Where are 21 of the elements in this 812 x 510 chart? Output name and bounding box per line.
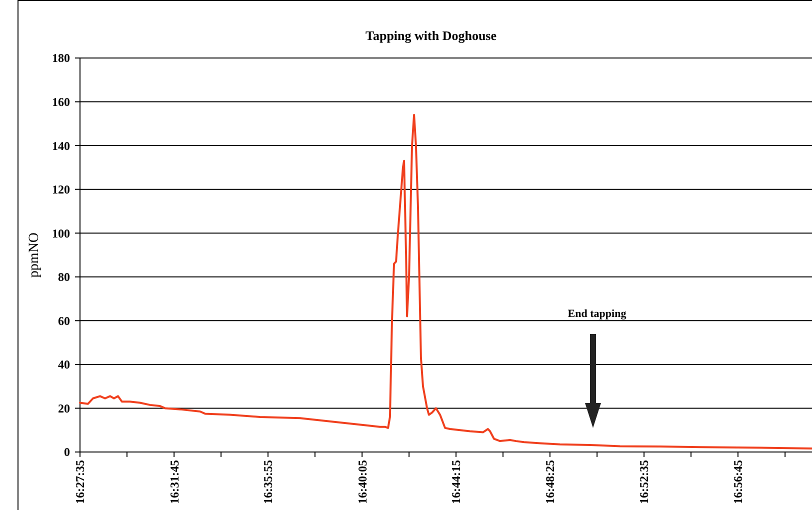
y-tick-label: 60: [58, 314, 70, 328]
y-tick-label: 160: [52, 94, 70, 109]
x-tick-label: 16:52:35: [637, 460, 652, 504]
x-tick-label: 16:31:45: [167, 460, 182, 504]
x-tick-label: 16:56:45: [731, 460, 746, 504]
x-tick-label: 16:48:25: [543, 460, 558, 504]
x-tick-label: 16:44:15: [449, 460, 464, 504]
x-tick-label: 16:40:05: [355, 460, 370, 504]
y-tick-label: 120: [52, 182, 70, 197]
x-tick-label: 16:27:35: [73, 460, 88, 504]
x-tick-label: 16:35:55: [261, 460, 276, 504]
y-tick-label: 140: [52, 138, 70, 153]
chart-title: Tapping with Doghouse: [365, 28, 497, 43]
y-tick-label: 40: [58, 358, 70, 372]
y-tick-label: 100: [52, 226, 70, 240]
y-tick-label: 180: [52, 51, 70, 66]
y-tick-label: 20: [58, 401, 70, 416]
annotation: End tapping: [568, 308, 627, 320]
y-tick-label: 80: [58, 270, 70, 284]
y-axis-title: ppmNO: [27, 232, 42, 278]
y-tick-label: 0: [64, 445, 70, 460]
